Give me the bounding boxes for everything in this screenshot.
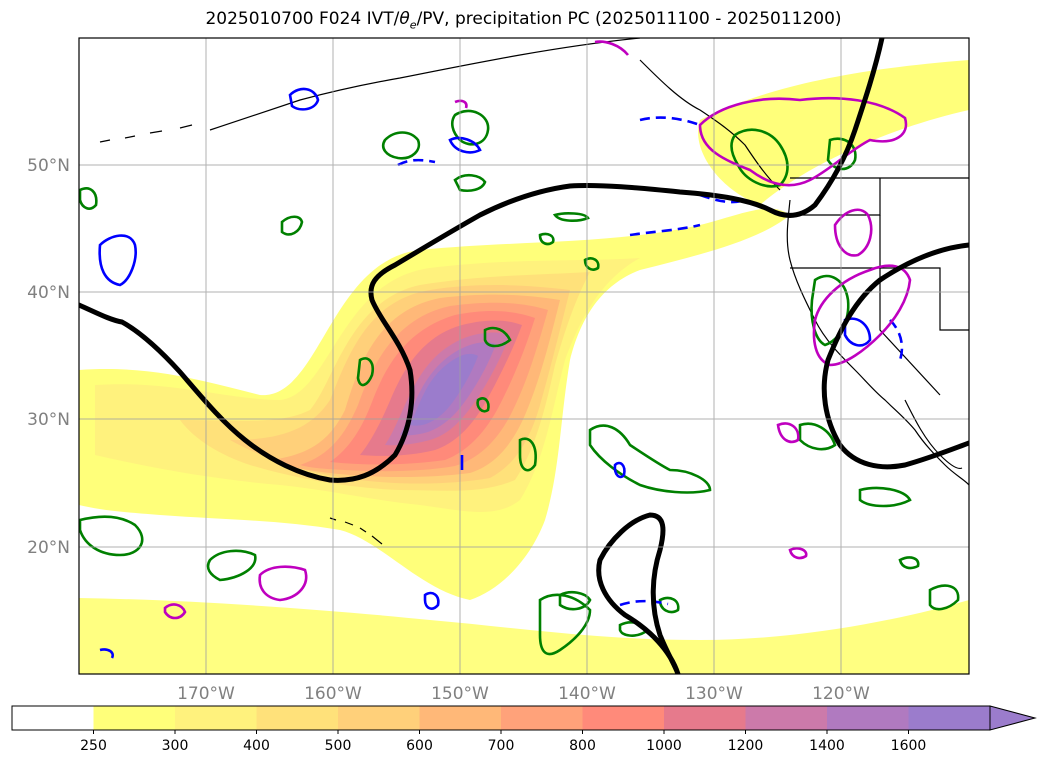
colorbar-label-600: 600: [406, 738, 433, 754]
colorbar-extend-arrow: [989, 705, 1037, 731]
theta-e-green-11: [588, 424, 712, 494]
bc-coast: [639, 59, 781, 191]
ivt-1600: [410, 353, 478, 426]
theta-e-green-13: [206, 549, 257, 582]
colorbar-cell-8: [664, 706, 746, 730]
lon-tick-labels: 170°W 160°W 150°W 140°W 130°W 120°W: [177, 684, 870, 704]
theta-e-green-10: [518, 437, 537, 472]
map-content: [79, 38, 969, 674]
theta-e-green-23: [898, 556, 920, 570]
theta-e-green-1: [381, 131, 421, 160]
colorbar-cell-11: [908, 706, 991, 730]
theta-e-blue-2: [98, 234, 137, 287]
pv-contours: [79, 38, 969, 674]
theta-e-green-24: [79, 187, 98, 210]
theta-e-green-22: [928, 584, 960, 611]
colorbar-label-300: 300: [162, 738, 189, 754]
theta-e-green-12: [79, 515, 144, 557]
lat-tick-30: 30°N: [27, 410, 70, 430]
us-west-coast: [786, 199, 969, 486]
theta-e-green-15: [558, 590, 592, 611]
precip-8: [594, 40, 630, 56]
colorbar-label-500: 500: [325, 738, 352, 754]
theta-e-blue-11: [613, 461, 626, 479]
theta-e-green-8: [483, 326, 512, 348]
pv-contour-east: [821, 242, 969, 470]
title-prefix: 2025010700 F024 IVT/: [205, 9, 400, 29]
precip-1: [698, 96, 908, 187]
lat-tick-50: 50°N: [27, 156, 70, 176]
lat-tick-labels: 50°N 40°N 30°N 20°N: [27, 156, 70, 558]
colorbar-label-1200: 1200: [728, 738, 764, 754]
precip-pc-contours: [163, 40, 912, 620]
colorbar-cell-3: [256, 706, 339, 730]
colorbar-cell-9: [745, 706, 828, 730]
colorbar-label-800: 800: [569, 738, 596, 754]
theta-e-green-6: [552, 212, 590, 222]
precip-2: [833, 208, 873, 257]
colorbar-cell-4: [338, 706, 420, 730]
title-suffix: /PV, precipitation PC (2025011100 - 2025…: [416, 9, 842, 29]
map-frame: [78, 37, 970, 675]
lon-tick-170: 170°W: [177, 684, 235, 704]
colorbar-label-250: 250: [80, 738, 107, 754]
colorbar-cell-0: [12, 706, 94, 730]
colorbar-cell-6: [501, 706, 583, 730]
colorbar-label-700: 700: [488, 738, 515, 754]
theta-e-blue-4: [397, 158, 436, 167]
theta-e-green-7: [356, 357, 374, 387]
colorbar-label-1000: 1000: [646, 738, 682, 754]
colorbar-label-400: 400: [243, 738, 270, 754]
theta-e-green-14: [538, 593, 592, 656]
theta-e-green-4: [280, 215, 304, 236]
aleutians: [99, 124, 193, 143]
colorbar: 250 300 400 500 600 700 800 1000 1200 1400 1600: [11, 705, 1037, 754]
precip-4: [258, 565, 308, 602]
lon-tick-160: 160°W: [304, 684, 362, 704]
state-line-4: [880, 267, 969, 331]
pv-contour-south: [596, 512, 681, 674]
precip-6: [776, 422, 800, 444]
ivt-250-south-band: [79, 598, 969, 674]
alaska-coast: [209, 38, 641, 131]
pv-contour-main: [79, 38, 885, 483]
theta-e-blue-8: [423, 591, 440, 610]
title-theta-sub: e: [409, 18, 417, 32]
gridlines: [79, 38, 969, 674]
theta-e-negative-contours: [98, 87, 904, 659]
theta-e-green-9: [476, 397, 490, 413]
lon-tick-120: 120°W: [812, 684, 870, 704]
theta-e-green-21: [858, 486, 912, 508]
colorbar-cell-7: [582, 706, 665, 730]
lat-tick-20: 20°N: [27, 538, 70, 558]
theta-e-blue-5: [629, 116, 701, 237]
theta-e-green-20: [798, 422, 837, 451]
theta-e-blue-7: [619, 599, 669, 607]
theta-e-green-2: [450, 109, 490, 146]
map-title: 2025010700 F024 IVT/θe/PV, precipitation…: [0, 9, 1047, 31]
lat-tick-40: 40°N: [27, 283, 70, 303]
lon-tick-140: 140°W: [558, 684, 616, 704]
theta-e-green-3: [453, 173, 487, 193]
theta-e-blue-1: [288, 87, 320, 111]
precip-9: [454, 99, 468, 109]
precip-5: [163, 603, 187, 620]
colorbar-cell-2: [175, 706, 257, 730]
colorbar-cell-1: [93, 706, 176, 730]
theta-e-blue-9: [843, 317, 872, 347]
ivt-250-north: [698, 60, 969, 205]
state-line-3: [879, 268, 941, 396]
colorbar-label-1400: 1400: [809, 738, 845, 754]
colorbar-cell-10: [827, 706, 909, 730]
colorbar-cell-5: [419, 706, 502, 730]
lon-tick-150: 150°W: [431, 684, 489, 704]
colorbar-label-1600: 1600: [891, 738, 927, 754]
lon-tick-130: 130°W: [685, 684, 743, 704]
theta-e-green-5: [538, 232, 555, 246]
theta-e-green-26: [658, 596, 680, 614]
precip-7: [788, 547, 808, 560]
theta-e-blue-13: [99, 648, 114, 659]
title-theta: θ: [399, 9, 410, 29]
